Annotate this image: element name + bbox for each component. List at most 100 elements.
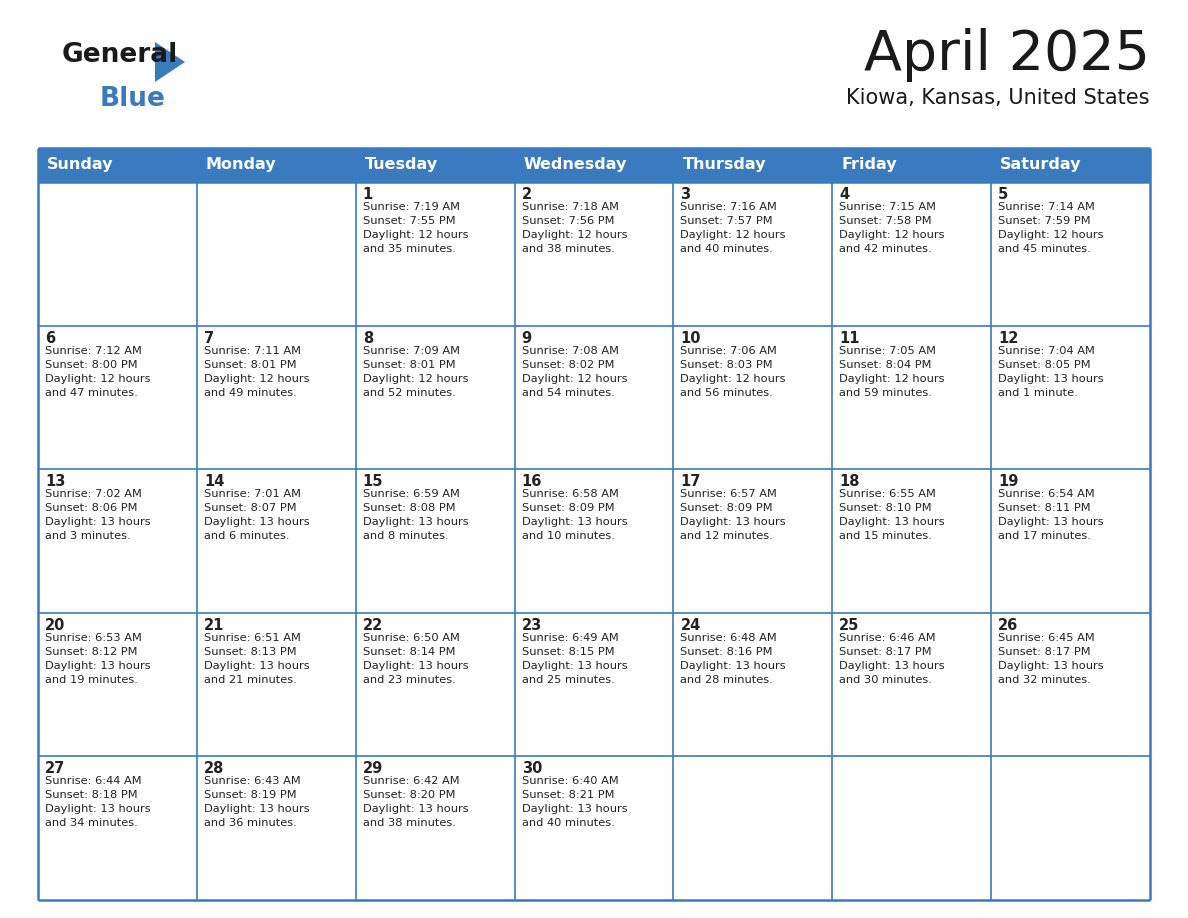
Text: Monday: Monday: [206, 158, 277, 173]
Text: Sunrise: 7:04 AM
Sunset: 8:05 PM
Daylight: 13 hours
and 1 minute.: Sunrise: 7:04 AM Sunset: 8:05 PM Dayligh…: [998, 345, 1104, 397]
Bar: [991, 756, 1150, 900]
Text: Sunrise: 6:48 AM
Sunset: 8:16 PM
Daylight: 13 hours
and 28 minutes.: Sunrise: 6:48 AM Sunset: 8:16 PM Dayligh…: [681, 633, 786, 685]
Text: 13: 13: [45, 475, 65, 489]
Bar: [833, 469, 991, 613]
Text: Sunrise: 7:08 AM
Sunset: 8:02 PM
Daylight: 12 hours
and 54 minutes.: Sunrise: 7:08 AM Sunset: 8:02 PM Dayligh…: [522, 345, 627, 397]
Text: 17: 17: [681, 475, 701, 489]
Text: 11: 11: [839, 330, 860, 345]
Bar: [355, 613, 514, 756]
Bar: [514, 326, 674, 469]
Bar: [991, 613, 1150, 756]
Text: April 2025: April 2025: [864, 28, 1150, 82]
Text: Sunrise: 7:15 AM
Sunset: 7:58 PM
Daylight: 12 hours
and 42 minutes.: Sunrise: 7:15 AM Sunset: 7:58 PM Dayligh…: [839, 202, 944, 254]
Text: Sunrise: 6:53 AM
Sunset: 8:12 PM
Daylight: 13 hours
and 19 minutes.: Sunrise: 6:53 AM Sunset: 8:12 PM Dayligh…: [45, 633, 151, 685]
Text: 25: 25: [839, 618, 860, 633]
Bar: [991, 182, 1150, 326]
Bar: [355, 326, 514, 469]
Bar: [833, 148, 991, 182]
Text: 8: 8: [362, 330, 373, 345]
Bar: [197, 148, 355, 182]
Bar: [674, 148, 833, 182]
Text: Sunrise: 6:49 AM
Sunset: 8:15 PM
Daylight: 13 hours
and 25 minutes.: Sunrise: 6:49 AM Sunset: 8:15 PM Dayligh…: [522, 633, 627, 685]
Bar: [355, 148, 514, 182]
Text: 9: 9: [522, 330, 532, 345]
Text: Sunrise: 6:50 AM
Sunset: 8:14 PM
Daylight: 13 hours
and 23 minutes.: Sunrise: 6:50 AM Sunset: 8:14 PM Dayligh…: [362, 633, 468, 685]
Polygon shape: [154, 42, 185, 82]
Text: 6: 6: [45, 330, 55, 345]
Text: Sunrise: 6:51 AM
Sunset: 8:13 PM
Daylight: 13 hours
and 21 minutes.: Sunrise: 6:51 AM Sunset: 8:13 PM Dayligh…: [204, 633, 310, 685]
Text: Wednesday: Wednesday: [524, 158, 627, 173]
Text: 5: 5: [998, 187, 1009, 202]
Text: Sunrise: 7:02 AM
Sunset: 8:06 PM
Daylight: 13 hours
and 3 minutes.: Sunrise: 7:02 AM Sunset: 8:06 PM Dayligh…: [45, 489, 151, 542]
Bar: [514, 469, 674, 613]
Bar: [991, 148, 1150, 182]
Text: Sunrise: 7:06 AM
Sunset: 8:03 PM
Daylight: 12 hours
and 56 minutes.: Sunrise: 7:06 AM Sunset: 8:03 PM Dayligh…: [681, 345, 786, 397]
Text: Friday: Friday: [841, 158, 897, 173]
Bar: [991, 469, 1150, 613]
Text: Sunrise: 6:45 AM
Sunset: 8:17 PM
Daylight: 13 hours
and 32 minutes.: Sunrise: 6:45 AM Sunset: 8:17 PM Dayligh…: [998, 633, 1104, 685]
Bar: [38, 326, 197, 469]
Text: Kiowa, Kansas, United States: Kiowa, Kansas, United States: [847, 88, 1150, 108]
Text: Saturday: Saturday: [1000, 158, 1081, 173]
Text: 7: 7: [204, 330, 214, 345]
Text: 1: 1: [362, 187, 373, 202]
Text: Sunrise: 6:54 AM
Sunset: 8:11 PM
Daylight: 13 hours
and 17 minutes.: Sunrise: 6:54 AM Sunset: 8:11 PM Dayligh…: [998, 489, 1104, 542]
Bar: [514, 756, 674, 900]
Text: 2: 2: [522, 187, 532, 202]
Bar: [674, 469, 833, 613]
Bar: [197, 469, 355, 613]
Text: 26: 26: [998, 618, 1018, 633]
Bar: [514, 613, 674, 756]
Bar: [197, 326, 355, 469]
Text: Sunrise: 7:01 AM
Sunset: 8:07 PM
Daylight: 13 hours
and 6 minutes.: Sunrise: 7:01 AM Sunset: 8:07 PM Dayligh…: [204, 489, 310, 542]
Bar: [833, 182, 991, 326]
Text: 14: 14: [204, 475, 225, 489]
Text: 10: 10: [681, 330, 701, 345]
Text: Sunrise: 7:16 AM
Sunset: 7:57 PM
Daylight: 12 hours
and 40 minutes.: Sunrise: 7:16 AM Sunset: 7:57 PM Dayligh…: [681, 202, 786, 254]
Text: Sunrise: 6:43 AM
Sunset: 8:19 PM
Daylight: 13 hours
and 36 minutes.: Sunrise: 6:43 AM Sunset: 8:19 PM Dayligh…: [204, 777, 310, 828]
Text: 3: 3: [681, 187, 690, 202]
Text: Sunrise: 6:59 AM
Sunset: 8:08 PM
Daylight: 13 hours
and 8 minutes.: Sunrise: 6:59 AM Sunset: 8:08 PM Dayligh…: [362, 489, 468, 542]
Text: Sunrise: 6:46 AM
Sunset: 8:17 PM
Daylight: 13 hours
and 30 minutes.: Sunrise: 6:46 AM Sunset: 8:17 PM Dayligh…: [839, 633, 944, 685]
Bar: [38, 182, 197, 326]
Text: Sunrise: 6:58 AM
Sunset: 8:09 PM
Daylight: 13 hours
and 10 minutes.: Sunrise: 6:58 AM Sunset: 8:09 PM Dayligh…: [522, 489, 627, 542]
Text: 16: 16: [522, 475, 542, 489]
Text: 27: 27: [45, 761, 65, 777]
Bar: [514, 148, 674, 182]
Bar: [833, 756, 991, 900]
Text: 20: 20: [45, 618, 65, 633]
Bar: [197, 182, 355, 326]
Text: 29: 29: [362, 761, 383, 777]
Bar: [38, 613, 197, 756]
Bar: [991, 326, 1150, 469]
Text: Sunrise: 7:05 AM
Sunset: 8:04 PM
Daylight: 12 hours
and 59 minutes.: Sunrise: 7:05 AM Sunset: 8:04 PM Dayligh…: [839, 345, 944, 397]
Bar: [674, 756, 833, 900]
Text: Sunrise: 7:19 AM
Sunset: 7:55 PM
Daylight: 12 hours
and 35 minutes.: Sunrise: 7:19 AM Sunset: 7:55 PM Dayligh…: [362, 202, 468, 254]
Text: 19: 19: [998, 475, 1018, 489]
Text: Sunrise: 6:57 AM
Sunset: 8:09 PM
Daylight: 13 hours
and 12 minutes.: Sunrise: 6:57 AM Sunset: 8:09 PM Dayligh…: [681, 489, 786, 542]
Text: 21: 21: [204, 618, 225, 633]
Text: Sunrise: 7:09 AM
Sunset: 8:01 PM
Daylight: 12 hours
and 52 minutes.: Sunrise: 7:09 AM Sunset: 8:01 PM Dayligh…: [362, 345, 468, 397]
Bar: [38, 756, 197, 900]
Text: Sunrise: 7:11 AM
Sunset: 8:01 PM
Daylight: 12 hours
and 49 minutes.: Sunrise: 7:11 AM Sunset: 8:01 PM Dayligh…: [204, 345, 309, 397]
Text: Sunrise: 7:18 AM
Sunset: 7:56 PM
Daylight: 12 hours
and 38 minutes.: Sunrise: 7:18 AM Sunset: 7:56 PM Dayligh…: [522, 202, 627, 254]
Text: 30: 30: [522, 761, 542, 777]
Text: General: General: [62, 42, 178, 68]
Bar: [355, 756, 514, 900]
Text: Sunday: Sunday: [48, 158, 114, 173]
Text: 18: 18: [839, 475, 860, 489]
Text: 12: 12: [998, 330, 1018, 345]
Text: 24: 24: [681, 618, 701, 633]
Text: Sunrise: 6:55 AM
Sunset: 8:10 PM
Daylight: 13 hours
and 15 minutes.: Sunrise: 6:55 AM Sunset: 8:10 PM Dayligh…: [839, 489, 944, 542]
Text: 15: 15: [362, 475, 384, 489]
Bar: [833, 613, 991, 756]
Text: Thursday: Thursday: [682, 158, 766, 173]
Bar: [674, 326, 833, 469]
Text: Sunrise: 7:14 AM
Sunset: 7:59 PM
Daylight: 12 hours
and 45 minutes.: Sunrise: 7:14 AM Sunset: 7:59 PM Dayligh…: [998, 202, 1104, 254]
Text: Sunrise: 6:44 AM
Sunset: 8:18 PM
Daylight: 13 hours
and 34 minutes.: Sunrise: 6:44 AM Sunset: 8:18 PM Dayligh…: [45, 777, 151, 828]
Bar: [355, 469, 514, 613]
Text: 4: 4: [839, 187, 849, 202]
Text: Tuesday: Tuesday: [365, 158, 438, 173]
Text: Sunrise: 6:42 AM
Sunset: 8:20 PM
Daylight: 13 hours
and 38 minutes.: Sunrise: 6:42 AM Sunset: 8:20 PM Dayligh…: [362, 777, 468, 828]
Bar: [197, 613, 355, 756]
